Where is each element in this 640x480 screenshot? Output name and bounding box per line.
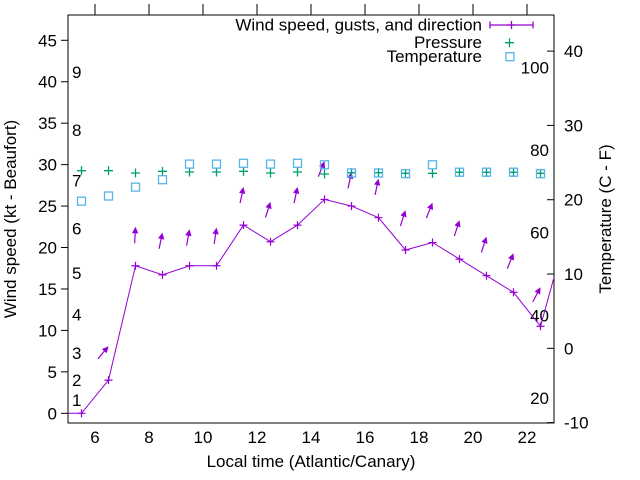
- right-tick-label: 30: [564, 116, 583, 135]
- beaufort-label: 2: [72, 371, 81, 390]
- wind-direction-arrow: [158, 232, 165, 249]
- legend: Wind speed, gusts, and directionPressure…: [235, 16, 534, 66]
- temperature-point: [319, 160, 330, 170]
- temperature-point: [265, 159, 276, 169]
- temperature-point: [130, 182, 141, 192]
- wind-direction-arrow: [293, 187, 300, 204]
- temperature-point: [373, 168, 384, 178]
- temperature-series: [76, 158, 546, 206]
- wind-direction-arrow: [399, 210, 407, 227]
- temperature-point: [184, 159, 195, 169]
- temperature-point: [481, 167, 492, 177]
- beaufort-label: 1: [72, 391, 81, 410]
- beaufort-label: 4: [72, 306, 81, 325]
- wind-direction-arrow: [453, 220, 461, 237]
- fahrenheit-label: 80: [530, 141, 549, 160]
- plot-border: [67, 14, 555, 424]
- wind-direction-arrow: [532, 287, 541, 303]
- temperature-point: [157, 175, 168, 185]
- legend-label-wind: Wind speed, gusts, and direction: [235, 16, 482, 35]
- legend-label-pressure: Pressure: [414, 33, 482, 52]
- x-tick-label: 20: [464, 428, 483, 447]
- beaufort-label: 5: [72, 264, 81, 283]
- fahrenheit-label: 100: [521, 59, 549, 78]
- gust-arrows: [97, 161, 541, 360]
- wind-direction-arrow: [374, 178, 381, 195]
- x-tick-label: 12: [248, 428, 267, 447]
- right-tick-label: -10: [564, 414, 589, 433]
- temperature-point: [454, 167, 465, 177]
- wind-direction-arrow: [506, 253, 515, 269]
- temperature-point: [508, 167, 519, 177]
- temperature-point: [238, 158, 249, 168]
- left-tick-label: 40: [38, 73, 57, 92]
- wind-series: [68, 195, 555, 418]
- x-tick-label: 16: [356, 428, 375, 447]
- left-tick-label: 45: [38, 31, 57, 50]
- fahrenheit-label: 20: [530, 389, 549, 408]
- beaufort-label: 3: [72, 344, 81, 363]
- temperature-point: [103, 191, 114, 201]
- x-tick-label: 14: [302, 428, 321, 447]
- temperature-point: [535, 169, 546, 179]
- legend-label-temperature: Temperature: [387, 47, 482, 66]
- y-axis-right: -10 0 10 20 30 40 Temperature (C - F): [547, 42, 615, 433]
- fahrenheit-label: 40: [530, 306, 549, 325]
- x-tick-label: 10: [194, 428, 213, 447]
- wind-direction-arrow: [425, 202, 434, 219]
- x-tick-label: 22: [518, 428, 537, 447]
- beaufort-labels: 12 3 4 5 6 7 8 9: [72, 63, 81, 410]
- temperature-point: [400, 169, 411, 179]
- wind-direction-arrow: [480, 236, 488, 253]
- x-tick-label: 6: [90, 428, 99, 447]
- beaufort-label: 9: [72, 63, 81, 82]
- left-tick-label: 10: [38, 321, 57, 340]
- pressure-series: [77, 166, 545, 179]
- temperature-point: [427, 160, 438, 170]
- wind-direction-arrow: [347, 172, 354, 189]
- temperature-point: [76, 196, 87, 206]
- temperature-point: [211, 159, 222, 169]
- fahrenheit-label: 60: [530, 224, 549, 243]
- wind-direction-arrow: [212, 227, 219, 245]
- right-tick-label: 10: [564, 265, 583, 284]
- left-axis-title: Wind speed (kt - Beaufort): [1, 120, 20, 318]
- right-tick-label: 0: [564, 339, 573, 358]
- temperature-point: [346, 168, 357, 178]
- beaufort-label: 7: [72, 171, 81, 190]
- left-tick-label: 0: [48, 404, 57, 423]
- x-tick-label: 8: [144, 428, 153, 447]
- temperature-point: [292, 158, 303, 168]
- fahrenheit-labels: 20 40 60 80 100: [521, 59, 549, 408]
- wind-direction-arrow: [131, 226, 139, 244]
- left-tick-label: 25: [38, 197, 57, 216]
- x-axis-title: Local time (Atlantic/Canary): [207, 452, 416, 471]
- wind-direction-arrow: [264, 201, 272, 218]
- x-tick-label: 18: [410, 428, 429, 447]
- wind-direction-arrow: [239, 187, 246, 204]
- right-tick-label: 40: [564, 42, 583, 61]
- right-tick-label: 20: [564, 191, 583, 210]
- left-tick-label: 30: [38, 156, 57, 175]
- wind-direction-arrow: [97, 346, 109, 360]
- beaufort-label: 8: [72, 121, 81, 140]
- x-axis: 6 8 10 12 14 16 18 20 22 Local time (Atlantic/Can…: [90, 4, 536, 471]
- left-tick-label: 20: [38, 239, 57, 258]
- left-tick-label: 5: [48, 363, 57, 382]
- wind-direction-arrow: [185, 229, 192, 246]
- left-tick-label: 35: [38, 114, 57, 133]
- beaufort-label: 6: [72, 219, 81, 238]
- legend-sample-temperature: [505, 52, 515, 62]
- left-tick-label: 15: [38, 280, 57, 299]
- y-axis-left: 0 5 10 15 20 25 30 35 40 45 Wind speed (kt - Beauf…: [1, 31, 68, 423]
- right-axis-title: Temperature (C - F): [596, 144, 615, 293]
